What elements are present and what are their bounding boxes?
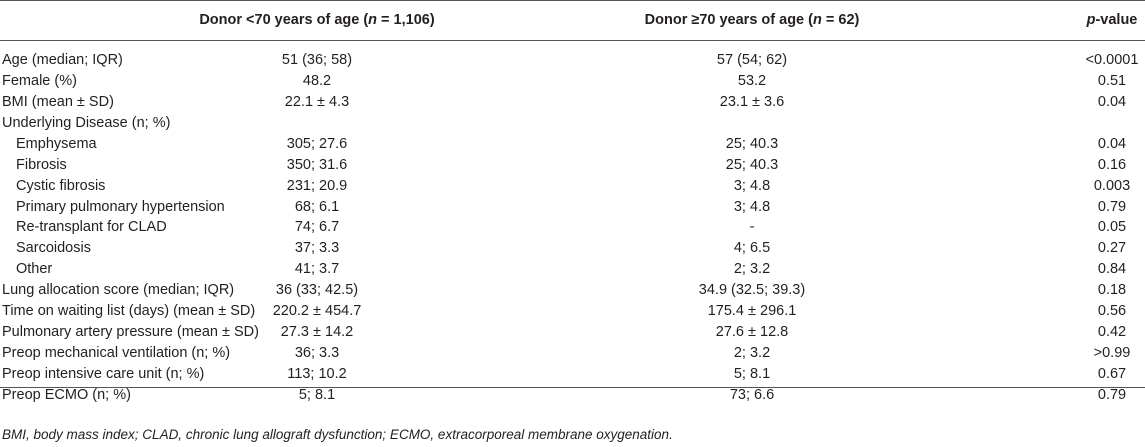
cell-value: 4; 6.5 (733, 240, 771, 257)
cell-value: 0.04 (1097, 135, 1127, 152)
cell-value: 0.18 (1097, 282, 1127, 299)
cell-value: 0.003 (1093, 177, 1131, 194)
cell-value: 25; 40.3 (725, 156, 779, 173)
row-label: Other (16, 261, 53, 278)
cell-value: 0.79 (1097, 198, 1127, 215)
header-text: n (368, 12, 378, 28)
cell-value: 0.04 (1097, 93, 1127, 110)
row-label: Re-transplant for CLAD (16, 219, 167, 236)
header-text: -value (1095, 12, 1138, 28)
cell-value: 0.16 (1097, 156, 1127, 173)
cell-value: 0.79 (1097, 386, 1127, 403)
cell-value: 37; 3.3 (294, 240, 340, 257)
header-text: p (1086, 12, 1096, 28)
cell-value: 5; 8.1 (298, 386, 336, 403)
row-label: Age (median; IQR) (2, 52, 123, 68)
bottom-rule (0, 387, 1145, 388)
cell-value: 27.3 ± 14.2 (280, 324, 354, 341)
cell-value: 3; 4.8 (733, 198, 771, 215)
row-label: Fibrosis (16, 156, 67, 173)
header-text: n (812, 12, 822, 28)
cell-value: 0.56 (1097, 303, 1127, 320)
row-label: Preop mechanical ventilation (n; %) (2, 345, 231, 362)
cell-value: 175.4 ± 296.1 (707, 303, 797, 320)
cell-value: - (749, 219, 755, 236)
cell-value: 36 (33; 42.5) (275, 282, 359, 299)
cell-value: 68; 6.1 (294, 198, 340, 215)
row-label: Preop ECMO (n; %) (2, 386, 131, 403)
cell-value: 220.2 ± 454.7 (272, 303, 362, 320)
cell-value: 0.84 (1097, 261, 1127, 278)
cell-value: 231; 20.9 (286, 177, 348, 194)
cell-value: 27.6 ± 12.8 (715, 324, 789, 341)
cell-value: 2; 3.2 (733, 345, 771, 362)
cell-value: >0.99 (1093, 345, 1131, 362)
cell-value: 48.2 (302, 72, 332, 89)
row-label: Preop intensive care unit (n; %) (2, 365, 205, 382)
column-header: p-value (1087, 0, 1138, 40)
cell-value: 34.9 (32.5; 39.3) (698, 282, 806, 299)
cell-value: 3; 4.8 (733, 177, 771, 194)
row-label: Cystic fibrosis (16, 177, 106, 194)
column-header: Donor ≥70 years of age (n = 62) (645, 0, 860, 40)
cell-value: 73; 6.6 (729, 386, 775, 403)
cell-value: <0.0001 (1085, 52, 1139, 68)
cell-value: 53.2 (737, 72, 767, 89)
cell-value: 22.1 ± 4.3 (284, 93, 350, 110)
row-label: Emphysema (16, 135, 97, 152)
cell-value: 0.05 (1097, 219, 1127, 236)
cell-value: 25; 40.3 (725, 135, 779, 152)
cell-value: 23.1 ± 3.6 (719, 93, 785, 110)
cell-value: 350; 31.6 (286, 156, 348, 173)
row-label: Time on waiting list (days) (mean ± SD) (2, 303, 256, 320)
cell-value: 305; 27.6 (286, 135, 348, 152)
row-label: BMI (mean ± SD) (2, 93, 114, 110)
cell-value: 2; 3.2 (733, 261, 771, 278)
row-label: Underlying Disease (n; %) (2, 114, 171, 131)
header-text: Donor ≥70 years of age ( (644, 12, 813, 28)
cell-value: 74; 6.7 (294, 219, 340, 236)
cell-value: 36; 3.3 (294, 345, 340, 362)
row-label: Lung allocation score (median; IQR) (2, 282, 235, 299)
cell-value: 0.67 (1097, 365, 1127, 382)
cell-value: 113; 10.2 (287, 365, 347, 382)
column-header: Donor <70 years of age (n = 1,106) (199, 0, 434, 40)
cell-value: 51 (36; 58) (281, 52, 353, 68)
header-rule (0, 40, 1145, 41)
cell-value: 5; 8.1 (733, 365, 771, 382)
footnote: BMI, body mass index; CLAD, chronic lung… (2, 427, 673, 442)
row-label: Sarcoidosis (16, 240, 91, 257)
row-label: Female (%) (2, 72, 77, 89)
top-rule (0, 0, 1145, 1)
cell-value: 41; 3.7 (294, 261, 340, 278)
row-label: Pulmonary artery pressure (mean ± SD) (2, 324, 259, 341)
header-text: = 1,106) (377, 12, 435, 28)
cell-value: 0.27 (1097, 240, 1127, 257)
cell-value: 0.42 (1097, 324, 1127, 341)
header-text: = 62) (821, 12, 860, 28)
header-text: Donor <70 years of age ( (199, 12, 369, 28)
row-label: Primary pulmonary hypertension (16, 198, 225, 215)
cell-value: 0.51 (1097, 72, 1127, 89)
cell-value: 57 (54; 62) (716, 52, 788, 68)
